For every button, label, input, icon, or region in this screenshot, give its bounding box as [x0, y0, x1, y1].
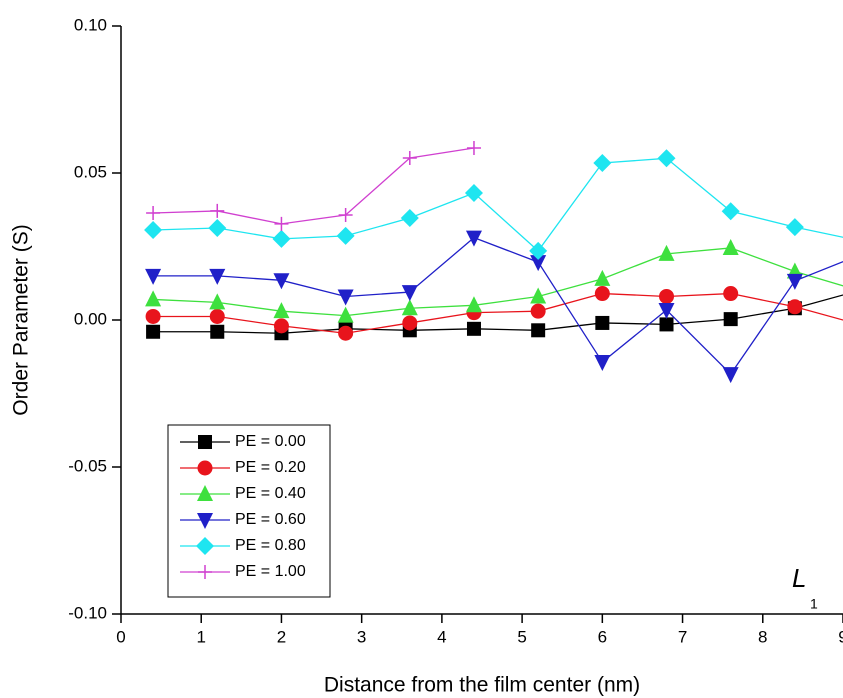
series-line [153, 236, 843, 376]
marker [273, 273, 290, 290]
marker [722, 367, 739, 384]
plot-area [144, 141, 843, 384]
series-line [153, 294, 843, 334]
marker [787, 299, 803, 315]
marker [464, 183, 483, 202]
marker [593, 154, 612, 173]
marker [210, 324, 225, 339]
annotation: L [792, 563, 806, 593]
series-line [153, 147, 475, 225]
marker [657, 149, 676, 168]
x-tick-label: 5 [517, 627, 526, 646]
marker [144, 221, 163, 240]
series-line [153, 157, 843, 252]
marker [198, 565, 212, 579]
legend-text: PE = 0.60 [235, 511, 306, 528]
marker [465, 230, 482, 247]
x-tick-label: 0 [116, 627, 125, 646]
legend-text: PE = 0.00 [235, 433, 306, 450]
marker [723, 286, 739, 302]
marker [530, 255, 547, 272]
marker [530, 303, 546, 319]
x-tick-label: 9 [838, 627, 843, 646]
series-line [153, 292, 843, 334]
marker [338, 208, 353, 223]
marker [466, 321, 481, 336]
marker [529, 241, 548, 260]
y-tick-label: 0.05 [74, 162, 107, 181]
marker [531, 323, 546, 338]
x-tick-label: 3 [357, 627, 366, 646]
x-tick-label: 7 [678, 627, 687, 646]
legend-text: PE = 0.20 [235, 459, 306, 476]
marker [209, 308, 225, 324]
legend-text: PE = 0.40 [235, 485, 306, 502]
marker [145, 268, 162, 285]
marker [530, 287, 547, 304]
marker [721, 202, 740, 221]
marker [659, 288, 675, 304]
marker [273, 302, 290, 319]
marker [274, 216, 289, 231]
y-tick-label: 0.00 [74, 309, 107, 328]
x-tick-label: 6 [598, 627, 607, 646]
marker [658, 303, 675, 320]
marker [594, 269, 611, 286]
marker [400, 208, 419, 227]
marker [401, 299, 418, 316]
marker [145, 290, 162, 307]
x-tick-label: 1 [196, 627, 205, 646]
marker [659, 317, 674, 332]
annotation-subscript: 1 [810, 596, 818, 612]
marker [336, 226, 355, 245]
marker [466, 141, 481, 156]
marker [722, 238, 739, 255]
marker [209, 268, 226, 285]
marker [595, 315, 610, 330]
marker [338, 325, 354, 341]
marker [146, 205, 161, 220]
y-tick-label: -0.05 [68, 456, 107, 475]
marker [273, 318, 289, 334]
x-tick-label: 8 [758, 627, 767, 646]
marker [145, 308, 161, 324]
marker [208, 218, 227, 237]
marker [402, 315, 418, 331]
x-tick-label: 4 [437, 627, 446, 646]
legend-text: PE = 1.00 [235, 563, 306, 580]
x-tick-label: 2 [277, 627, 286, 646]
marker [658, 244, 675, 261]
x-axis-title: Distance from the film center (nm) [324, 674, 640, 697]
marker [272, 229, 291, 248]
marker [786, 273, 803, 290]
marker [146, 324, 161, 339]
marker [197, 513, 213, 529]
legend-text: PE = 0.80 [235, 537, 306, 554]
marker [197, 460, 213, 476]
marker [465, 296, 482, 313]
marker [196, 537, 214, 555]
series-line [153, 247, 843, 317]
legend-box [167, 424, 331, 598]
marker [209, 293, 226, 310]
marker [785, 218, 804, 237]
y-tick-label: -0.10 [68, 603, 107, 622]
marker [337, 289, 354, 306]
marker [402, 151, 417, 166]
marker [401, 285, 418, 302]
marker [197, 485, 213, 501]
marker [198, 435, 212, 449]
marker [210, 203, 225, 218]
y-axis-title: Order Parameter (S) [10, 224, 33, 415]
marker [337, 306, 354, 323]
marker [723, 312, 738, 327]
marker [594, 355, 611, 372]
marker [594, 286, 610, 302]
y-tick-label: 0.10 [74, 15, 107, 34]
